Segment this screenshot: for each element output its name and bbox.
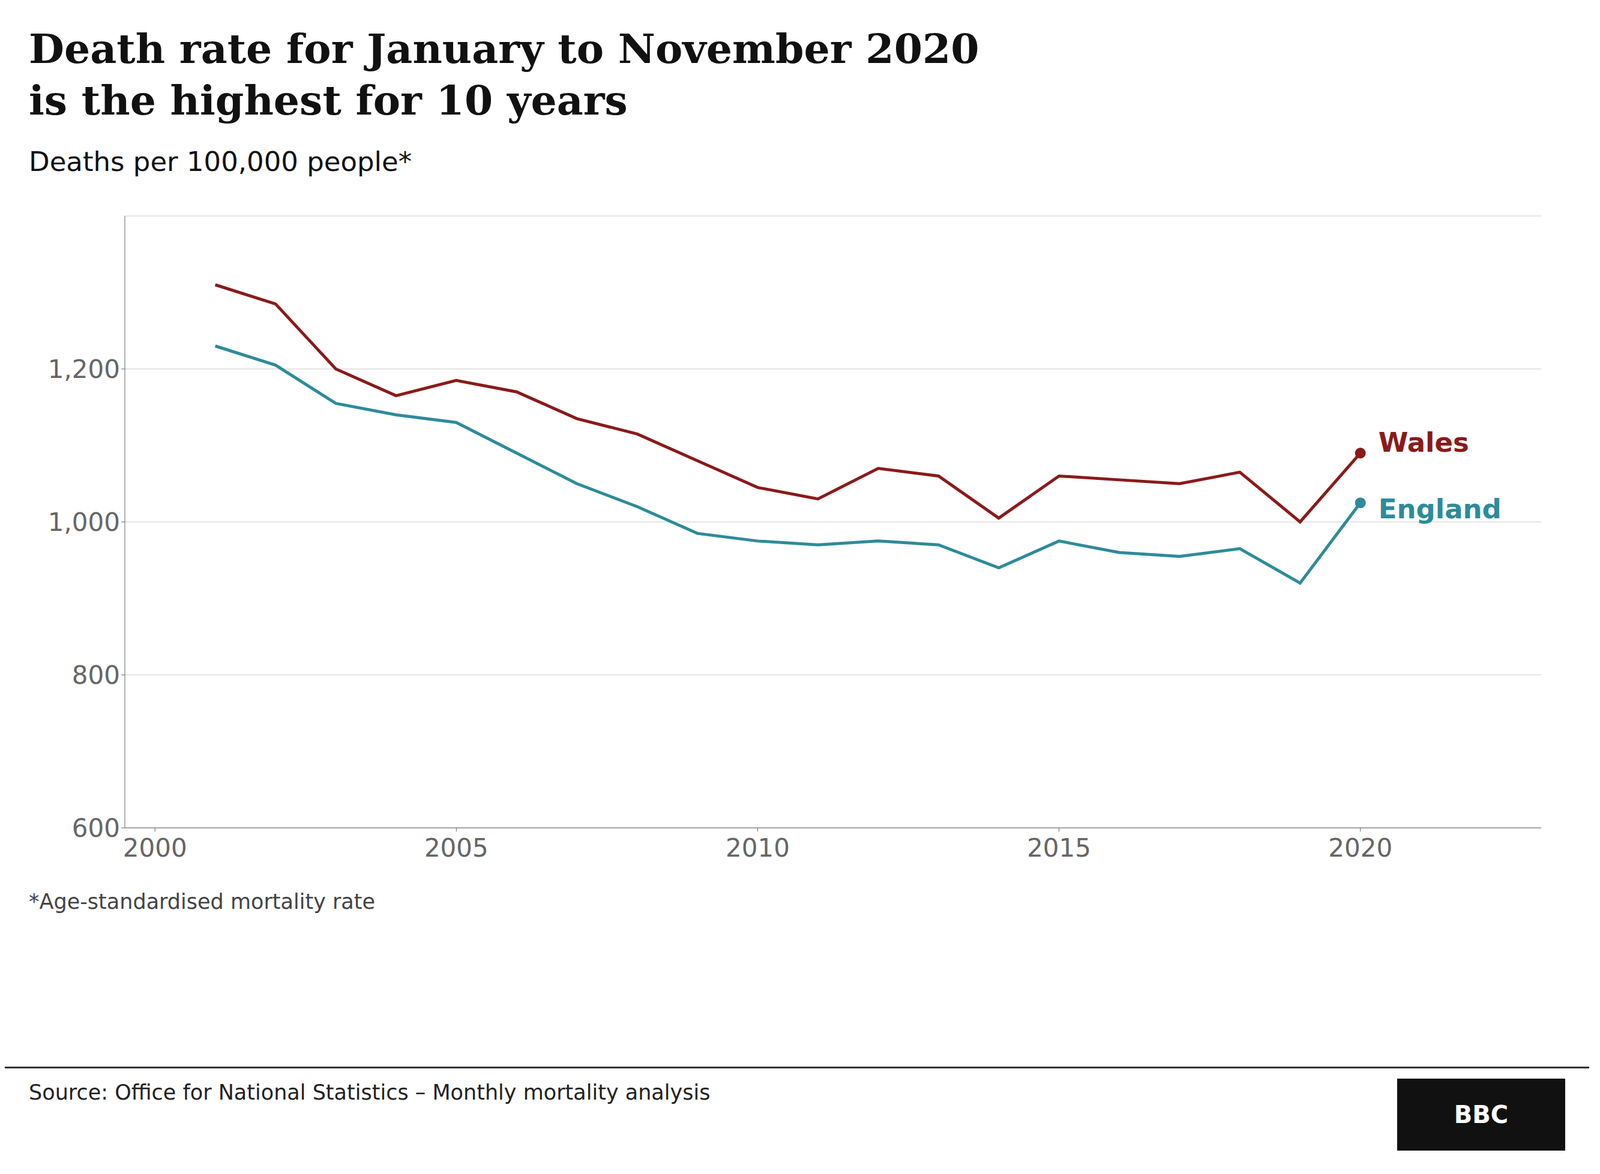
svg-text:800: 800 bbox=[72, 660, 121, 691]
svg-text:600: 600 bbox=[72, 813, 121, 844]
svg-text:2020: 2020 bbox=[1328, 833, 1393, 864]
svg-text:1,200: 1,200 bbox=[48, 354, 121, 385]
svg-text:1,000: 1,000 bbox=[48, 507, 121, 538]
html-text:BBC: BBC bbox=[1454, 1101, 1509, 1129]
svg-text:Wales: Wales bbox=[1378, 426, 1470, 459]
html-text:is the highest for 10 years: is the highest for 10 years bbox=[28, 76, 628, 125]
html-text:Deaths per 100,000 people*: Deaths per 100,000 people* bbox=[28, 145, 412, 178]
svg-text:2005: 2005 bbox=[424, 833, 489, 864]
svg-text:2015: 2015 bbox=[1026, 833, 1092, 864]
svg-text:2000: 2000 bbox=[123, 833, 188, 864]
svg-text:England: England bbox=[1378, 493, 1502, 526]
html-text:Source: Office for National St: Source: Office for National Statistics –… bbox=[28, 1080, 711, 1105]
html-text:Death rate for January to Nove: Death rate for January to November 2020 bbox=[28, 24, 980, 73]
svg-text:2010: 2010 bbox=[725, 833, 790, 864]
html-text:*Age-standardised mortality ra: *Age-standardised mortality rate bbox=[28, 890, 376, 915]
